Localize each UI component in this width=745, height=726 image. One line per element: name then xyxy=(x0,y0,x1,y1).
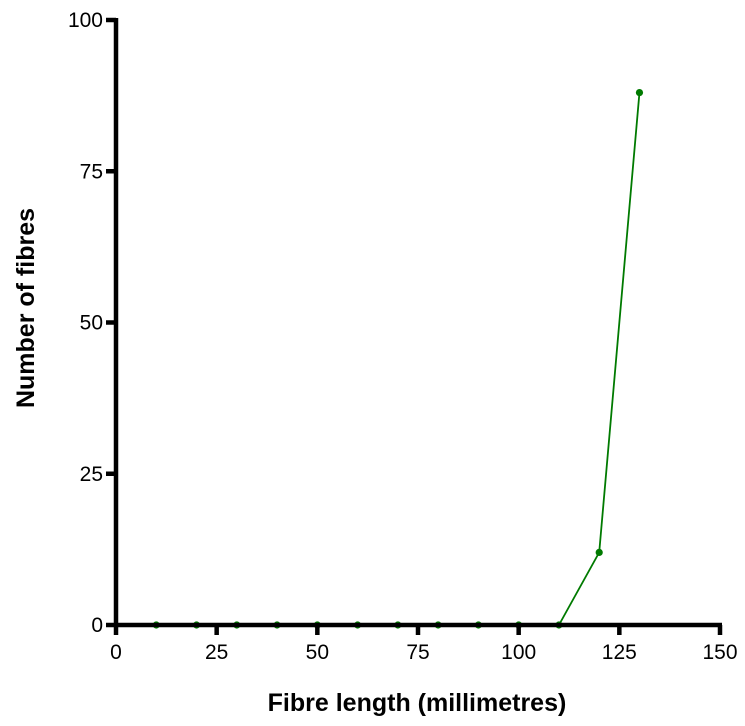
y-axis-title: Number of fibres xyxy=(12,208,40,408)
x-tick-label: 100 xyxy=(501,641,536,664)
data-point xyxy=(595,548,603,557)
x-tick-label: 150 xyxy=(702,641,737,664)
data-point xyxy=(635,89,644,97)
x-tick-label: 125 xyxy=(602,641,637,664)
y-tick-label: 0 xyxy=(91,614,103,637)
axes-layer xyxy=(113,18,722,628)
x-tick-label: 0 xyxy=(110,641,122,664)
y-tick-label: 25 xyxy=(80,463,103,486)
series-layer xyxy=(152,89,644,629)
series-line xyxy=(156,92,641,626)
y-tick-label: 50 xyxy=(80,312,103,335)
x-axis-title: Fibre length (millimetres) xyxy=(268,689,567,717)
y-tick-label: 100 xyxy=(68,9,103,32)
x-tick-label: 50 xyxy=(306,641,329,664)
x-tick-label: 25 xyxy=(205,641,228,664)
ticks-layer: 0 25 50 75 100 0 25 50 75 100 125 150 xyxy=(68,9,738,664)
y-tick-label: 75 xyxy=(80,160,103,183)
x-tick-label: 75 xyxy=(406,641,429,664)
